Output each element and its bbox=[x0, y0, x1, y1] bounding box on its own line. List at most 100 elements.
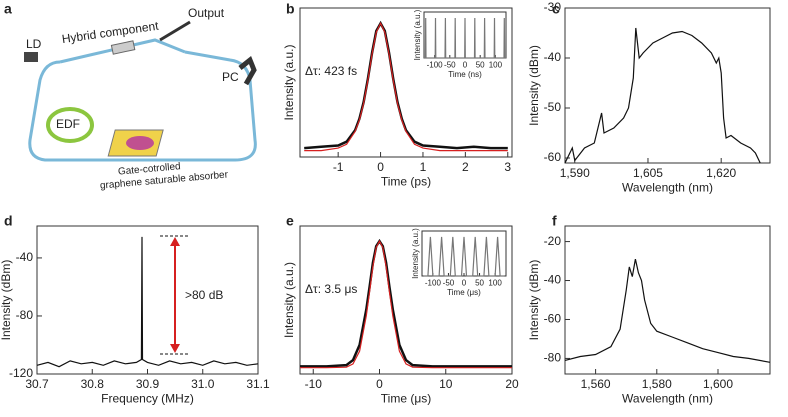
panel-label: e bbox=[286, 213, 294, 229]
inset-background bbox=[404, 9, 510, 87]
inset: -100 -50 0 50 100 Time (ns) Intensity (a.u.) bbox=[404, 9, 510, 87]
x-tick-label: 100 bbox=[488, 278, 502, 287]
y-tick-label: -80 bbox=[16, 308, 34, 322]
y-axis-label: Intensity (dBm) bbox=[0, 260, 13, 341]
plot-frame bbox=[299, 7, 513, 158]
panel: 30.7 30.8 30.9 31.0 31.1 -120 -80 -40 Frequency … bbox=[0, 213, 270, 406]
y-tick-label: -50 bbox=[544, 100, 562, 114]
edf-label: EDF bbox=[56, 117, 80, 131]
x-tick-label: 1,600 bbox=[703, 377, 733, 391]
fiber-loop bbox=[28, 50, 257, 162]
panel-label: c bbox=[552, 1, 560, 17]
peak-arrow bbox=[160, 235, 190, 355]
edf-coil bbox=[46, 107, 94, 143]
x-tick-label: 31.0 bbox=[191, 377, 215, 391]
data-line bbox=[300, 239, 512, 369]
data-line bbox=[36, 236, 259, 368]
x-tick-label: 100 bbox=[489, 60, 503, 69]
y-axis-label: Intensity (dBm) bbox=[527, 260, 541, 341]
x-tick-label: 0 bbox=[377, 160, 384, 174]
panel-label: a bbox=[4, 1, 12, 17]
x-tick-label: 50 bbox=[475, 278, 484, 287]
panel-label: b bbox=[286, 1, 295, 17]
x-axis-label: Time (ps) bbox=[381, 174, 431, 188]
y-tick-label: -40 bbox=[544, 273, 562, 287]
x-tick-label: -100 bbox=[427, 60, 444, 69]
pc-label: PC bbox=[222, 70, 239, 84]
absorber-label: Gate-cotrolled bbox=[118, 161, 182, 177]
output-label: Output bbox=[188, 6, 225, 20]
x-tick-label: 10 bbox=[439, 377, 453, 391]
x-axis-label: Time (μs) bbox=[447, 288, 481, 297]
x-tick-label: -1 bbox=[333, 160, 344, 174]
x-tick-label: 1,590 bbox=[560, 166, 590, 180]
x-tick-label: 0 bbox=[463, 60, 468, 69]
x-axis-label: Time (μs) bbox=[381, 391, 431, 405]
x-tick-label: 50 bbox=[476, 60, 485, 69]
graphene bbox=[126, 136, 154, 150]
y-tick-label: -60 bbox=[544, 312, 562, 326]
y-tick-label: -40 bbox=[544, 50, 562, 64]
x-tick-label: 2 bbox=[462, 160, 469, 174]
panel: 1,590 1,605 1,620 -60 -50 -40 -30 Wavelength (n… bbox=[527, 0, 771, 194]
panel: 1,560 1,580 1,600 -80 -60 -40 -20 Wavelength (n… bbox=[527, 213, 771, 405]
x-tick-label: 30.7 bbox=[25, 377, 49, 391]
data-line bbox=[304, 21, 508, 152]
data-line bbox=[564, 258, 771, 363]
plot-frame bbox=[564, 7, 771, 164]
panel-label: d bbox=[4, 213, 13, 229]
x-tick-label: 1,605 bbox=[633, 166, 663, 180]
annotation: Δτ: 3.5 μs bbox=[305, 282, 357, 296]
y-tick-label: -80 bbox=[544, 351, 562, 365]
x-tick-label: 20 bbox=[505, 377, 519, 391]
x-axis-label: Frequency (MHz) bbox=[101, 391, 194, 405]
x-tick-label: 0 bbox=[462, 278, 467, 287]
annotation: Δτ: 423 fs bbox=[305, 64, 357, 78]
y-axis-label: Intensity (a.u.) bbox=[413, 9, 422, 60]
y-axis-label: Intensity (dBm) bbox=[527, 45, 541, 126]
x-tick-label: 1,560 bbox=[581, 377, 611, 391]
setup-diagram: a LD Hybrid component Output PC EDF Gate… bbox=[4, 1, 257, 192]
x-tick-label: -50 bbox=[444, 60, 456, 69]
ld-box bbox=[24, 52, 38, 62]
x-tick-label: 31.1 bbox=[246, 377, 270, 391]
y-axis-label: Intensity (a.u.) bbox=[411, 228, 420, 279]
y-tick-label: -60 bbox=[544, 150, 562, 164]
x-tick-label: -10 bbox=[305, 377, 323, 391]
y-tick-label: -30 bbox=[544, 0, 562, 14]
x-tick-label: -100 bbox=[425, 278, 442, 287]
data-line bbox=[423, 236, 505, 277]
hybrid-component bbox=[110, 40, 136, 55]
inset-background bbox=[402, 228, 510, 305]
x-tick-label: 1,580 bbox=[642, 377, 672, 391]
annotation: >80 dB bbox=[185, 288, 223, 302]
y-tick-label: -20 bbox=[544, 234, 562, 248]
plot-frame bbox=[564, 225, 771, 375]
x-axis-label: Time (ns) bbox=[448, 70, 482, 79]
x-axis-label: Wavelength (nm) bbox=[622, 391, 713, 405]
y-axis-label: Intensity (a.u.) bbox=[282, 262, 296, 338]
plot-frame bbox=[299, 225, 513, 375]
x-tick-label: 1 bbox=[420, 160, 427, 174]
data-line bbox=[300, 238, 512, 368]
y-axis-label: Intensity (a.u.) bbox=[282, 44, 296, 120]
x-tick-label: 0 bbox=[376, 377, 383, 391]
x-tick-label: 1,620 bbox=[706, 166, 736, 180]
x-tick-label: 30.9 bbox=[136, 377, 160, 391]
data-line bbox=[424, 17, 506, 59]
output-fiber bbox=[159, 20, 191, 42]
y-tick-label: -120 bbox=[9, 366, 33, 380]
plot-frame bbox=[36, 225, 259, 375]
panel-label: f bbox=[552, 213, 557, 229]
x-tick-label: 30.8 bbox=[81, 377, 105, 391]
pc-paddle bbox=[238, 55, 257, 86]
panel: -1 0 1 2 3 Time (ps) Intensity (a.u.) b bbox=[282, 1, 513, 188]
y-tick-label: -40 bbox=[16, 250, 34, 264]
x-axis-label: Wavelength (nm) bbox=[622, 180, 713, 194]
ld-label: LD bbox=[26, 37, 42, 51]
x-tick-label: 3 bbox=[504, 160, 511, 174]
inset: -100 -50 0 50 100 Time (μs) Intensity (a.u.) bbox=[402, 228, 510, 305]
